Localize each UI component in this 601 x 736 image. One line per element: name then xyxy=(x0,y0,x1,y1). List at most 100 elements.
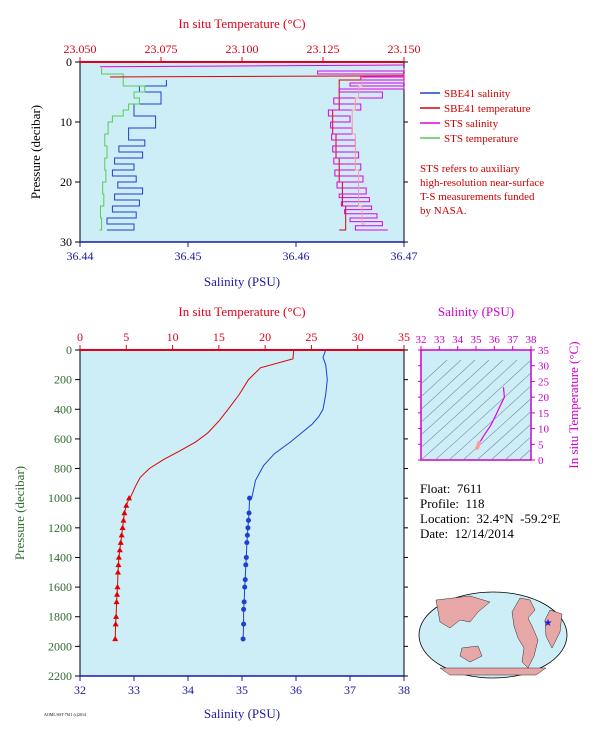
p3-top-tick-label: 32 xyxy=(416,334,427,346)
p2-top-tick-label: 25 xyxy=(305,330,317,344)
p3-right-tick-label: 25 xyxy=(538,376,550,388)
p2-temperature-point xyxy=(112,635,119,642)
full-profile-y-axis-label: Pressure (decibar) xyxy=(12,466,27,560)
p3-right-tick-label: 30 xyxy=(538,361,550,373)
p3-right-tick-label: 5 xyxy=(538,439,544,451)
note-line: high-resolution near-surface xyxy=(420,177,544,189)
p3-top-tick-label: 33 xyxy=(434,334,446,346)
legend-label: STS salinity xyxy=(444,118,499,130)
p2-bottom-tick-label: 36 xyxy=(290,683,302,697)
p3-top-tick-label: 37 xyxy=(507,334,519,346)
info-date: Date: 12/14/2014 xyxy=(420,526,514,541)
world-map-land-eurasia xyxy=(435,595,491,629)
p1-series-line xyxy=(351,74,366,225)
p2-top-tick-label: 20 xyxy=(259,330,271,344)
p2-top-tick-label: 10 xyxy=(167,330,179,344)
p3-isopycnal xyxy=(434,372,531,460)
near-surface-legend: SBE41 salinity SBE41 temperature STS salin… xyxy=(420,88,531,145)
p3-top-tick-label: 34 xyxy=(452,334,464,346)
p3-isopycnal xyxy=(476,410,531,460)
legend-label: STS temperature xyxy=(444,133,518,145)
p2-temperature-point xyxy=(123,502,130,508)
note-line: STS refers to auxiliary xyxy=(420,163,520,175)
p2-temperature-point xyxy=(112,620,119,627)
p1-bottom-tick-label: 36.47 xyxy=(391,249,418,263)
p2-salinity-point xyxy=(240,636,246,642)
p1-bottom-tick-label: 36.46 xyxy=(283,249,310,263)
p3-isopycnal xyxy=(421,359,462,398)
p3-isopycnal xyxy=(421,359,531,460)
p3-ts-line xyxy=(475,440,482,450)
p3-right-tick-label: 35 xyxy=(538,345,550,357)
p3-right-tick-label: 20 xyxy=(538,392,550,404)
near-surface-panel: In situ Temperature (°C) Salinity (PSU) … xyxy=(28,16,544,289)
world-map-land-australia xyxy=(459,645,483,663)
p2-salinity-point xyxy=(242,577,248,583)
p1-top-tick-label: 23.100 xyxy=(226,42,259,56)
p1-series-line xyxy=(106,80,167,231)
world-map-land-antarctica xyxy=(439,667,547,676)
p2-salinity-point xyxy=(244,540,250,546)
p2-y-tick-label: 1200 xyxy=(48,521,72,535)
p2-bottom-tick-label: 32 xyxy=(74,683,86,697)
p2-temperature-point xyxy=(121,509,128,516)
p2-y-tick-label: 1600 xyxy=(48,580,72,594)
ts-diagram-right-axis-label: In situ Temperature (°C) xyxy=(566,341,581,468)
p2-bottom-tick-label: 34 xyxy=(182,683,194,697)
p3-top-tick-label: 36 xyxy=(489,334,501,346)
p1-y-tick-label: 10 xyxy=(60,115,72,129)
p2-y-tick-label: 600 xyxy=(54,432,72,446)
p1-bottom-tick-label: 36.45 xyxy=(175,249,202,263)
world-map: ★ xyxy=(418,591,568,679)
p2-salinity-point xyxy=(241,606,247,612)
p3-isopycnal xyxy=(421,359,476,410)
p2-temperature-point xyxy=(119,524,126,531)
p3-isopycnal xyxy=(462,398,531,460)
p1-top-tick-label: 23.050 xyxy=(64,42,97,56)
p2-temperature-point xyxy=(113,598,120,605)
p1-surface-spike-sts xyxy=(99,64,405,68)
legend-label: SBE41 temperature xyxy=(444,103,531,115)
note-line: by NASA. xyxy=(420,205,467,217)
legend-label: SBE41 salinity xyxy=(444,88,511,100)
full-profile-panel: In situ Temperature (°C) Salinity (PSU) … xyxy=(12,304,410,721)
p2-y-tick-label: 1800 xyxy=(48,610,72,624)
note-line: T-S measurements funded xyxy=(420,191,535,203)
p3-right-tick-label: 0 xyxy=(538,455,544,467)
p2-salinity-point xyxy=(247,495,253,501)
p2-salinity-point xyxy=(244,532,250,538)
info-location: Location: 32.4°N -59.2°E xyxy=(420,511,561,526)
p3-ts-line xyxy=(479,387,506,444)
full-profile-bottom-axis-label: Salinity (PSU) xyxy=(204,706,280,721)
p2-salinity-point xyxy=(242,584,248,590)
p3-isopycnal xyxy=(448,385,531,460)
p1-top-tick-label: 23.075 xyxy=(145,42,178,56)
near-surface-top-axis-label: In situ Temperature (°C) xyxy=(178,16,305,31)
p2-salinity-point xyxy=(243,562,249,568)
p3-isopycnal xyxy=(518,448,531,460)
p3-isopycnal xyxy=(421,359,448,385)
ts-diagram-top-axis-label: Salinity (PSU) xyxy=(438,304,514,319)
near-surface-bottom-axis-label: Salinity (PSU) xyxy=(204,274,280,289)
p2-salinity-point xyxy=(241,599,247,605)
p1-y-tick-label: 0 xyxy=(66,55,72,69)
info-profile: Profile: 118 xyxy=(420,496,485,511)
p3-right-tick-label: 15 xyxy=(538,408,550,420)
p2-temperature-point xyxy=(115,561,122,568)
float-location-star-icon: ★ xyxy=(544,618,553,629)
p2-salinity-point xyxy=(243,554,249,560)
p3-isopycnal xyxy=(490,423,531,460)
p2-bottom-tick-label: 35 xyxy=(236,683,248,697)
p2-series-line xyxy=(251,349,328,499)
p2-temperature-point xyxy=(113,613,120,619)
footer-credit: AOML/SST-7611 (c)2014 xyxy=(44,712,87,717)
p2-series-line xyxy=(129,349,295,499)
p2-temperature-point xyxy=(117,539,124,545)
ts-diagram-panel: Salinity (PSU) In situ Temperature (°C) … xyxy=(416,304,582,469)
p3-isopycnal xyxy=(421,359,504,436)
world-map-land-africa xyxy=(544,609,563,649)
p2-top-tick-label: 15 xyxy=(213,330,225,344)
p2-temperature-point xyxy=(120,517,127,523)
p1-y-tick-label: 30 xyxy=(60,235,72,249)
p2-top-tick-label: 30 xyxy=(352,330,364,344)
